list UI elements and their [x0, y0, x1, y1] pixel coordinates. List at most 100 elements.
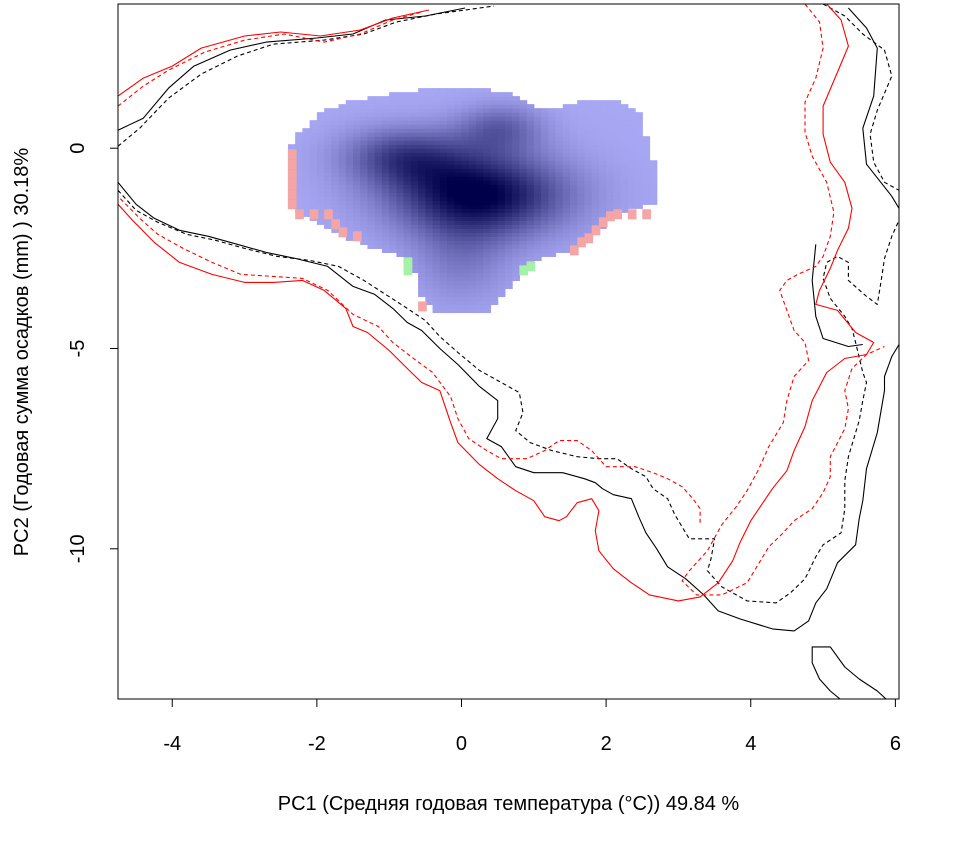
density-cell — [562, 228, 571, 233]
density-cell — [533, 164, 542, 169]
density-cell — [389, 192, 398, 197]
density-cell — [475, 124, 484, 129]
density-cell — [569, 172, 578, 177]
density-cell — [418, 196, 426, 201]
density-cell — [439, 232, 448, 237]
density-cell — [533, 168, 542, 173]
density-cell — [475, 116, 484, 121]
density-cell — [381, 224, 390, 229]
density-cell — [331, 124, 340, 129]
density-cell — [584, 172, 593, 177]
density-cell — [627, 132, 636, 137]
density-cell — [526, 132, 535, 137]
density-cell — [425, 228, 434, 233]
density-cell — [360, 128, 369, 133]
density-cell — [475, 136, 484, 141]
density-cell — [396, 124, 405, 129]
density-cell — [598, 132, 607, 137]
density-cell — [389, 184, 398, 189]
density-cell — [483, 160, 492, 165]
density-cell — [635, 164, 643, 169]
density-cell — [396, 112, 405, 117]
density-cell — [591, 184, 600, 189]
density-cell — [468, 292, 477, 298]
density-cell — [490, 116, 499, 121]
density-cell — [454, 204, 463, 209]
density-cell — [345, 232, 354, 237]
density-cell — [483, 140, 492, 145]
density-cell — [562, 104, 571, 109]
density-cell — [468, 128, 477, 133]
density-cell — [425, 160, 434, 165]
density-cell — [425, 88, 434, 93]
density-cell — [504, 224, 513, 229]
density-cell — [497, 112, 506, 117]
density-cell — [461, 244, 470, 249]
density-cell — [410, 144, 419, 149]
density-cell — [374, 236, 383, 241]
density-cell — [389, 116, 398, 121]
density-cell — [591, 152, 600, 157]
density-cell — [642, 168, 651, 173]
density-cell — [577, 152, 586, 157]
density-cell — [432, 156, 441, 161]
density-cell — [324, 220, 332, 225]
density-cell — [490, 248, 499, 253]
density-cell — [642, 192, 651, 197]
density-cell — [526, 144, 535, 149]
density-cell — [468, 228, 477, 233]
density-cell — [374, 204, 383, 209]
density-cell — [425, 300, 434, 306]
density-cell — [447, 276, 455, 281]
density-cell — [635, 160, 643, 165]
density-cell — [396, 200, 405, 205]
density-cell — [403, 96, 412, 101]
density-cell — [324, 136, 332, 141]
density-cell — [425, 128, 434, 133]
density-cell — [475, 244, 484, 249]
density-cell — [425, 132, 434, 137]
density-cell — [555, 244, 564, 249]
density-cell — [526, 216, 535, 221]
density-cell — [519, 204, 528, 209]
density-cell — [642, 172, 651, 177]
density-cell — [606, 188, 614, 193]
density-cell — [577, 112, 586, 117]
density-cell — [497, 216, 506, 221]
density-cell — [606, 196, 614, 201]
density-cell — [512, 272, 520, 277]
density-cell — [439, 288, 448, 294]
density-cell — [454, 216, 463, 221]
density-cell — [360, 100, 369, 105]
density-cell — [396, 204, 405, 209]
density-cell — [468, 160, 477, 165]
density-cell — [447, 248, 455, 253]
density-cell — [374, 108, 383, 113]
density-cell — [468, 220, 477, 225]
density-cell — [497, 248, 506, 253]
density-cell — [475, 308, 484, 314]
density-cell — [483, 292, 492, 298]
density-cell — [367, 216, 376, 221]
density-cell — [345, 116, 354, 121]
density-cell — [425, 188, 434, 193]
density-cell — [512, 136, 520, 141]
density-cell — [584, 116, 593, 121]
density-cell — [627, 152, 636, 157]
density-cell — [381, 248, 390, 253]
density-cell — [504, 264, 513, 269]
density-cell — [316, 168, 325, 173]
density-cell — [635, 152, 643, 157]
density-cell — [533, 228, 542, 233]
density-cell — [309, 184, 318, 189]
density-cell — [613, 128, 622, 133]
density-cell — [512, 104, 520, 109]
density-cell — [454, 268, 463, 273]
density-cell — [374, 160, 383, 165]
density-cell — [548, 144, 557, 149]
density-cell — [439, 212, 448, 217]
density-cell — [620, 140, 629, 145]
density-cell — [309, 176, 318, 181]
density-cell — [381, 160, 390, 165]
density-cell — [367, 244, 376, 249]
